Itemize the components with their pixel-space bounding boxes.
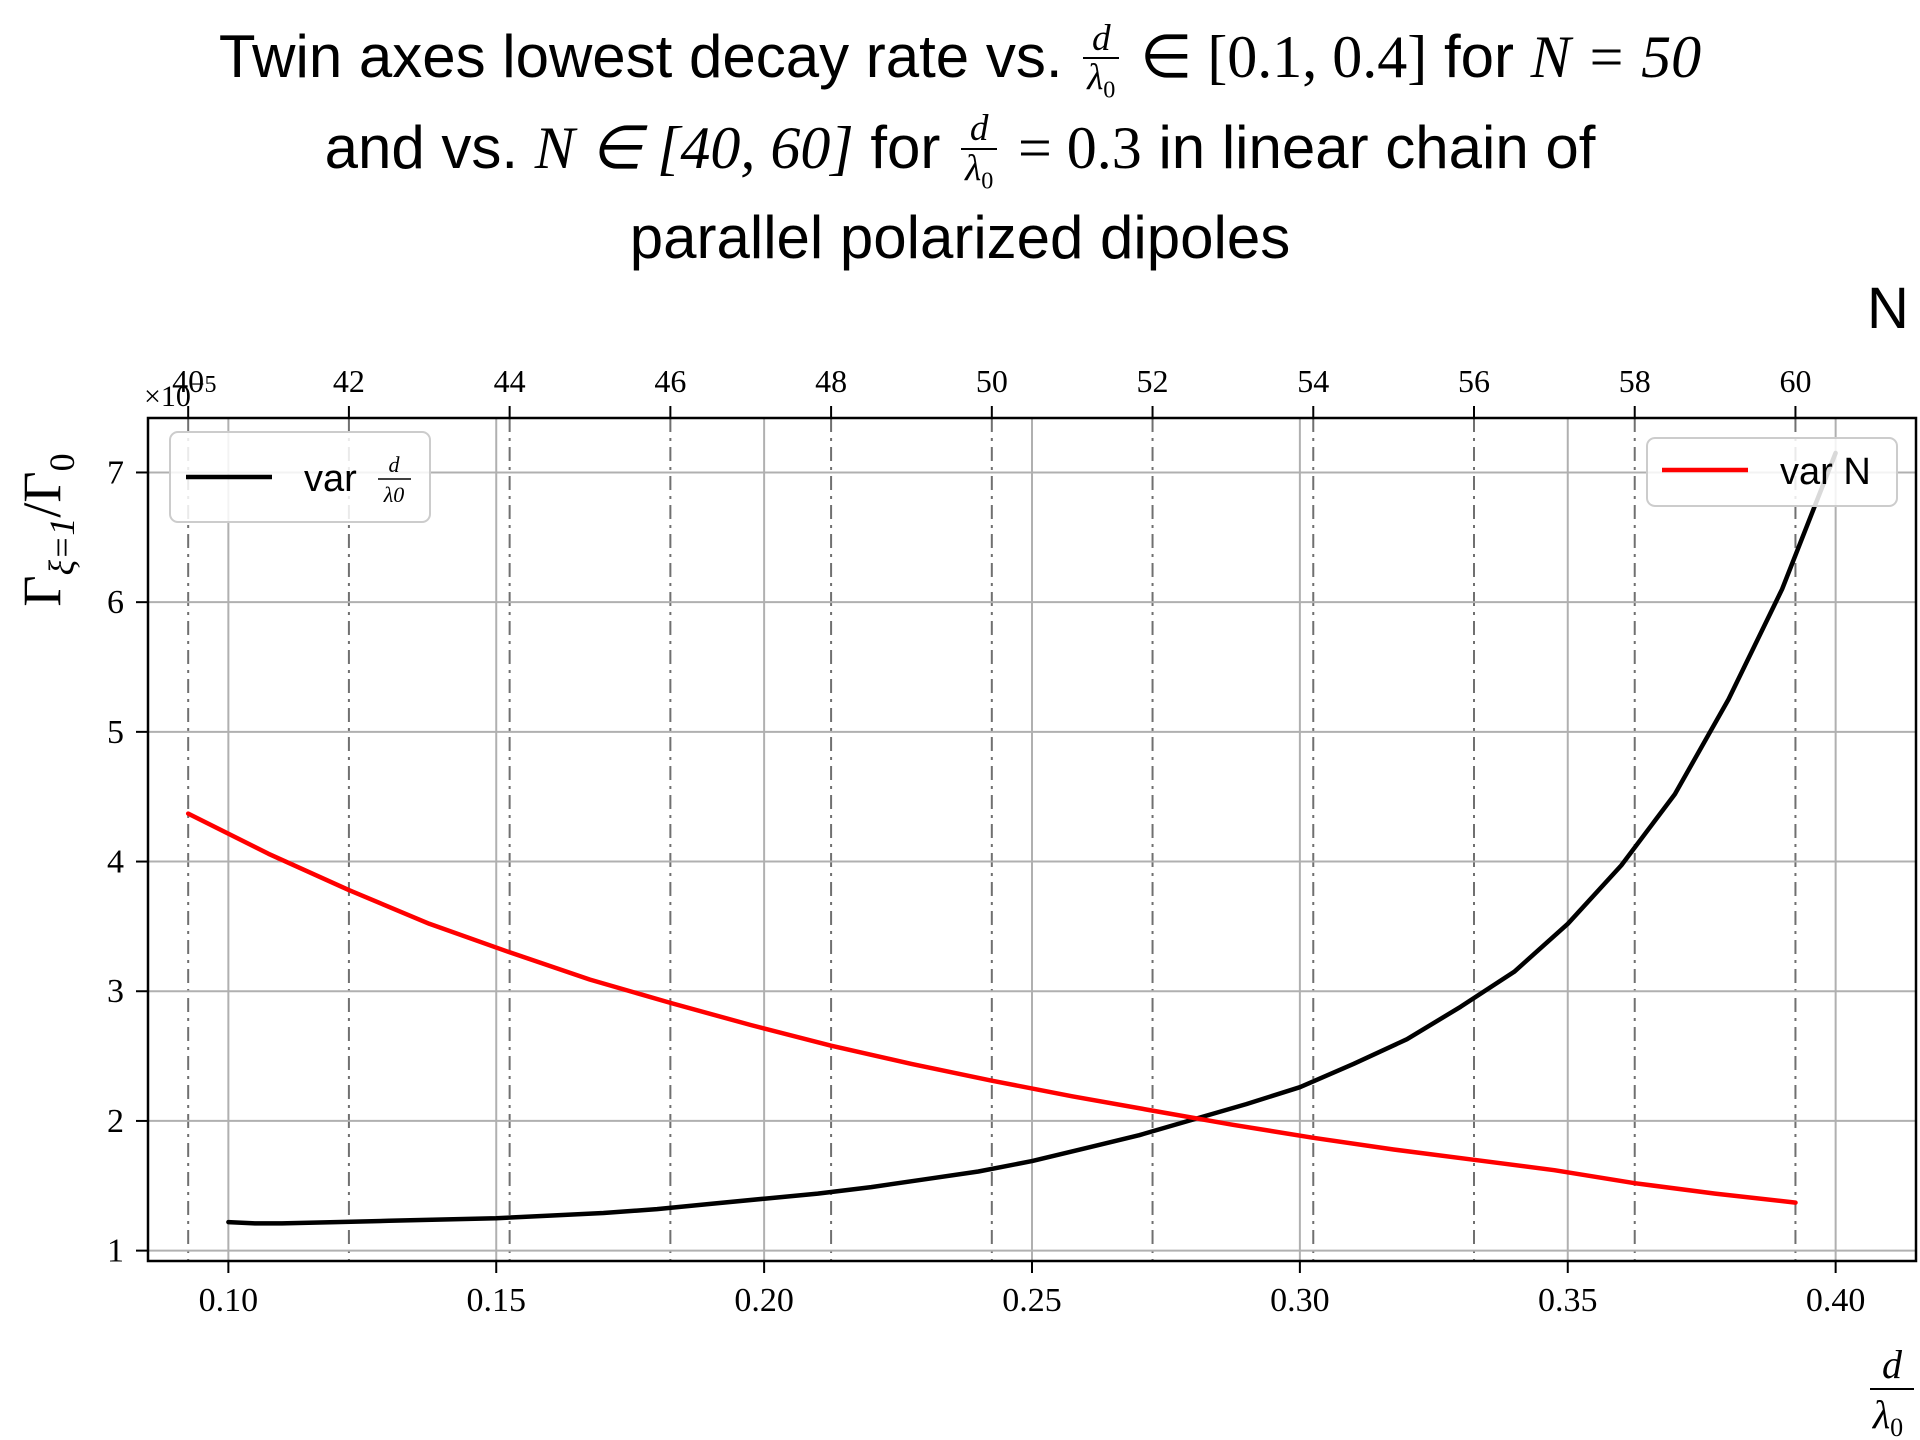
top-x-axis-label: N xyxy=(1867,276,1909,341)
tick-label-x-top: 60 xyxy=(1779,363,1811,399)
grid-lines xyxy=(148,418,1916,1261)
y-axis-label-gamma: Γ xyxy=(12,575,72,606)
title-n-range: N ∈ [40, 60] xyxy=(534,114,854,181)
legend-left-frac-den: λ0 xyxy=(383,482,405,507)
tick-label-x-top: 46 xyxy=(654,363,686,399)
title-and-vs: and vs. xyxy=(324,113,519,181)
tick-label-x-top: 56 xyxy=(1458,363,1490,399)
tick-label-y: 5 xyxy=(107,714,124,751)
title-fraction-denominator: λ0 xyxy=(1083,59,1119,103)
title-range: ∈ [0.1, 0.4] xyxy=(1140,24,1428,90)
tick-label-y: 4 xyxy=(107,844,124,881)
tick-label-y: 2 xyxy=(107,1103,124,1140)
title-lambda-2: λ xyxy=(965,147,982,189)
title-suffix: in linear chain of xyxy=(1158,113,1596,181)
tick-label-y: 3 xyxy=(107,973,124,1010)
tick-label-x-bottom: 0.15 xyxy=(466,1282,526,1319)
y-scale-exponent: −5 xyxy=(191,372,217,398)
title-fraction-2-denominator: λ0 xyxy=(961,147,997,194)
x-axis-label-lambda: λ xyxy=(1872,1392,1890,1437)
title-fraction-numerator: d xyxy=(1083,20,1120,59)
tick-label-x-bottom: 0.30 xyxy=(1270,1282,1330,1319)
y-axis-label-ratio: /Γ xyxy=(12,471,72,517)
x-axis-label-lambda-sub: 0 xyxy=(1890,1413,1903,1440)
title-lambda-sub: 0 xyxy=(1103,76,1116,104)
legend-left: var d λ0 xyxy=(169,431,431,523)
chart-title-line-1: Twin axes lowest decay rate vs. d λ0 ∈ [… xyxy=(0,12,1920,103)
title-text-prefix: Twin axes lowest decay rate vs. xyxy=(218,23,1063,90)
y-axis-label-sub-zero: 0 xyxy=(42,453,82,471)
tick-label-x-top: 40 xyxy=(172,363,204,399)
title-fraction: d λ0 xyxy=(1083,20,1120,103)
y-scale-multiplier: ×10−5 xyxy=(144,372,216,413)
legend-left-box xyxy=(169,431,431,523)
tick-label-x-top: 52 xyxy=(1137,363,1169,399)
title-lambda: λ xyxy=(1087,56,1104,98)
tick-label-x-bottom: 0.10 xyxy=(199,1282,259,1319)
y-axis-label: Γξ=1/Γ0 xyxy=(12,453,82,606)
title-d-value: = 0.3 xyxy=(1017,114,1142,181)
title-for-1: for xyxy=(1443,23,1514,90)
chart-title-line-2: and vs. N ∈ [40, 60] for d λ0 = 0.3 in l… xyxy=(0,103,1920,194)
title-for-2: for xyxy=(870,113,941,181)
legend-right: var N xyxy=(1646,437,1898,507)
legend-left-label: var xyxy=(304,458,357,500)
x-axis-label-denominator: λ0 xyxy=(1872,1392,1903,1440)
title-n-value: N = 50 xyxy=(1530,24,1702,90)
x-axis-label-numerator: d xyxy=(1882,1342,1903,1387)
series-lines xyxy=(185,450,1838,1226)
tick-label-y: 7 xyxy=(107,454,124,491)
series-line-var-d-lambda xyxy=(226,450,1838,1226)
title-fraction-2-numerator: d xyxy=(961,110,998,150)
legend-right-box xyxy=(1646,437,1898,507)
tick-label-y: 1 xyxy=(107,1233,124,1270)
tick-label-x-top: 48 xyxy=(815,363,847,399)
tick-label-x-bottom: 0.20 xyxy=(734,1282,794,1319)
y-axis-label-sub: ξ=1 xyxy=(42,518,82,576)
title-lambda-2-sub: 0 xyxy=(981,166,994,194)
tick-label-x-top: 58 xyxy=(1619,363,1651,399)
x-axis-label: d λ0 xyxy=(1870,1342,1914,1440)
legend-left-frac-num: d xyxy=(389,452,401,477)
y-scale-base: ×10 xyxy=(144,380,191,413)
tick-label-x-bottom: 0.35 xyxy=(1538,1282,1598,1319)
tick-label-x-top: 42 xyxy=(333,363,365,399)
tick-label-x-top: 50 xyxy=(976,363,1008,399)
chart-title: Twin axes lowest decay rate vs. d λ0 ∈ [… xyxy=(0,12,1920,283)
title-fraction-2: d λ0 xyxy=(961,110,998,194)
series-line-var-n xyxy=(185,811,1798,1205)
tick-label-x-bottom: 0.40 xyxy=(1806,1282,1866,1319)
legend-right-label: var N xyxy=(1780,451,1871,493)
chart-title-line-3: parallel polarized dipoles xyxy=(629,204,1291,272)
tick-label-x-top: 54 xyxy=(1297,363,1329,399)
tick-label-y: 6 xyxy=(107,584,124,621)
tick-label-x-top: 44 xyxy=(494,363,526,399)
tick-label-x-bottom: 0.25 xyxy=(1002,1282,1062,1319)
